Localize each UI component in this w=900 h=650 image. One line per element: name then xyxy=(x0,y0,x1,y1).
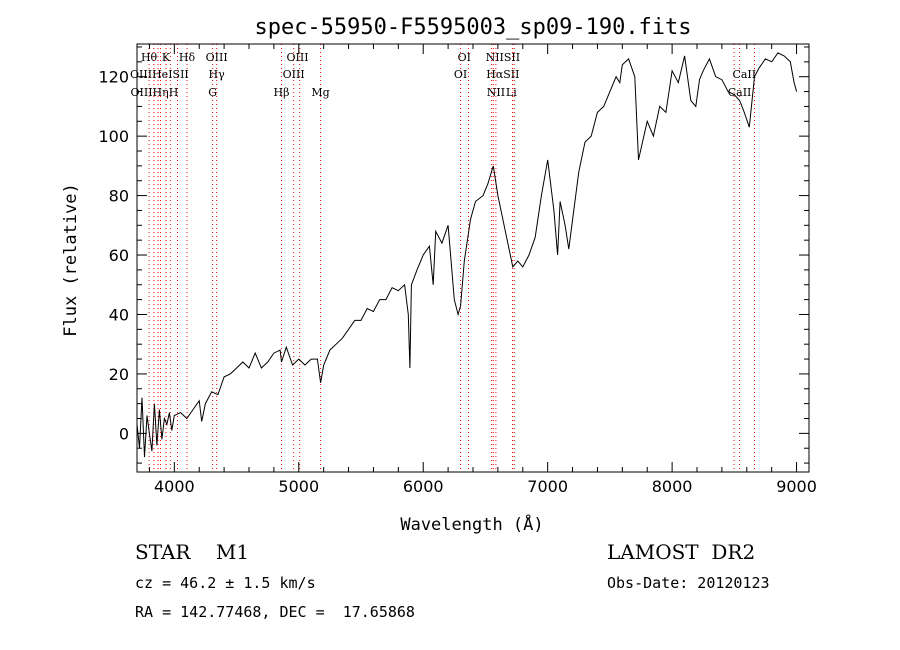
y-tick-label: 100 xyxy=(98,127,129,146)
spectral-line-label: NIISII xyxy=(486,51,521,64)
axis-ticks: 4000 5000 6000 7000 8000 9000 0 20 40 60 80 100 120 xyxy=(98,44,817,496)
survey-name: LAMOST DR2 xyxy=(607,540,756,564)
x-tick-label: 9000 xyxy=(776,477,817,496)
spectral-line-label: CaII xyxy=(728,86,752,99)
y-tick-label: 80 xyxy=(109,187,129,206)
spectral-line-label: NII xyxy=(487,86,505,99)
plot-frame xyxy=(136,43,810,473)
y-tick-label: 40 xyxy=(109,305,129,324)
spectral-line-label: OIII xyxy=(287,51,309,64)
ra-dec: RA = 142.77468, DEC = 17.65868 xyxy=(135,603,415,621)
spectral-line-label: Hθ xyxy=(141,51,158,64)
spectral-line-label: OIIIHeISII xyxy=(130,68,189,81)
spectral-line-label: OIIIHηH xyxy=(131,86,179,99)
spectral-line-label: Hβ xyxy=(274,86,290,99)
x-tick-label: 8000 xyxy=(652,477,693,496)
y-axis-label: Flux (relative) xyxy=(61,183,81,337)
y-tick-label: 60 xyxy=(109,246,129,265)
line-marker-group xyxy=(148,44,755,472)
y-tick-label: 120 xyxy=(98,68,129,87)
spectral-line-label: OI xyxy=(458,51,471,64)
spectral-line-label: OIII xyxy=(206,51,228,64)
redshift-cz: cz = 46.2 ± 1.5 km/s xyxy=(135,574,316,592)
x-tick-label: 4000 xyxy=(154,477,195,496)
spectral-line-label: HαSII xyxy=(486,68,519,81)
spectral-line-label: Hδ xyxy=(179,51,196,64)
object-type: STAR M1 xyxy=(135,540,250,564)
spectral-line-label: Li xyxy=(506,86,517,99)
spectrum-line xyxy=(136,52,798,458)
x-axis-label: Wavelength (Å) xyxy=(400,513,543,535)
line-label-group: Hθ K Hδ OIII OIII OI NIISII OIIIHeISII Hγ OIII OI H… xyxy=(130,51,756,99)
y-tick-label: 20 xyxy=(109,365,129,384)
chart-title: spec-55950-F5595003_sp09-190.fits xyxy=(254,15,691,40)
spectral-line-label: OIII xyxy=(283,68,305,81)
x-tick-label: 7000 xyxy=(527,477,568,496)
y-tick-label: 0 xyxy=(119,424,129,443)
spectral-line-label: K xyxy=(162,51,171,64)
spectral-line-label: OI xyxy=(454,68,467,81)
x-tick-label: 6000 xyxy=(403,477,444,496)
spectral-line-label: Hγ xyxy=(209,68,226,81)
x-tick-label: 5000 xyxy=(278,477,319,496)
spectral-line-label: CaII xyxy=(732,68,756,81)
obs-date: Obs-Date: 20120123 xyxy=(607,574,770,592)
spectral-line-label: G xyxy=(208,86,217,99)
spectral-line-label: Mg xyxy=(311,86,329,99)
